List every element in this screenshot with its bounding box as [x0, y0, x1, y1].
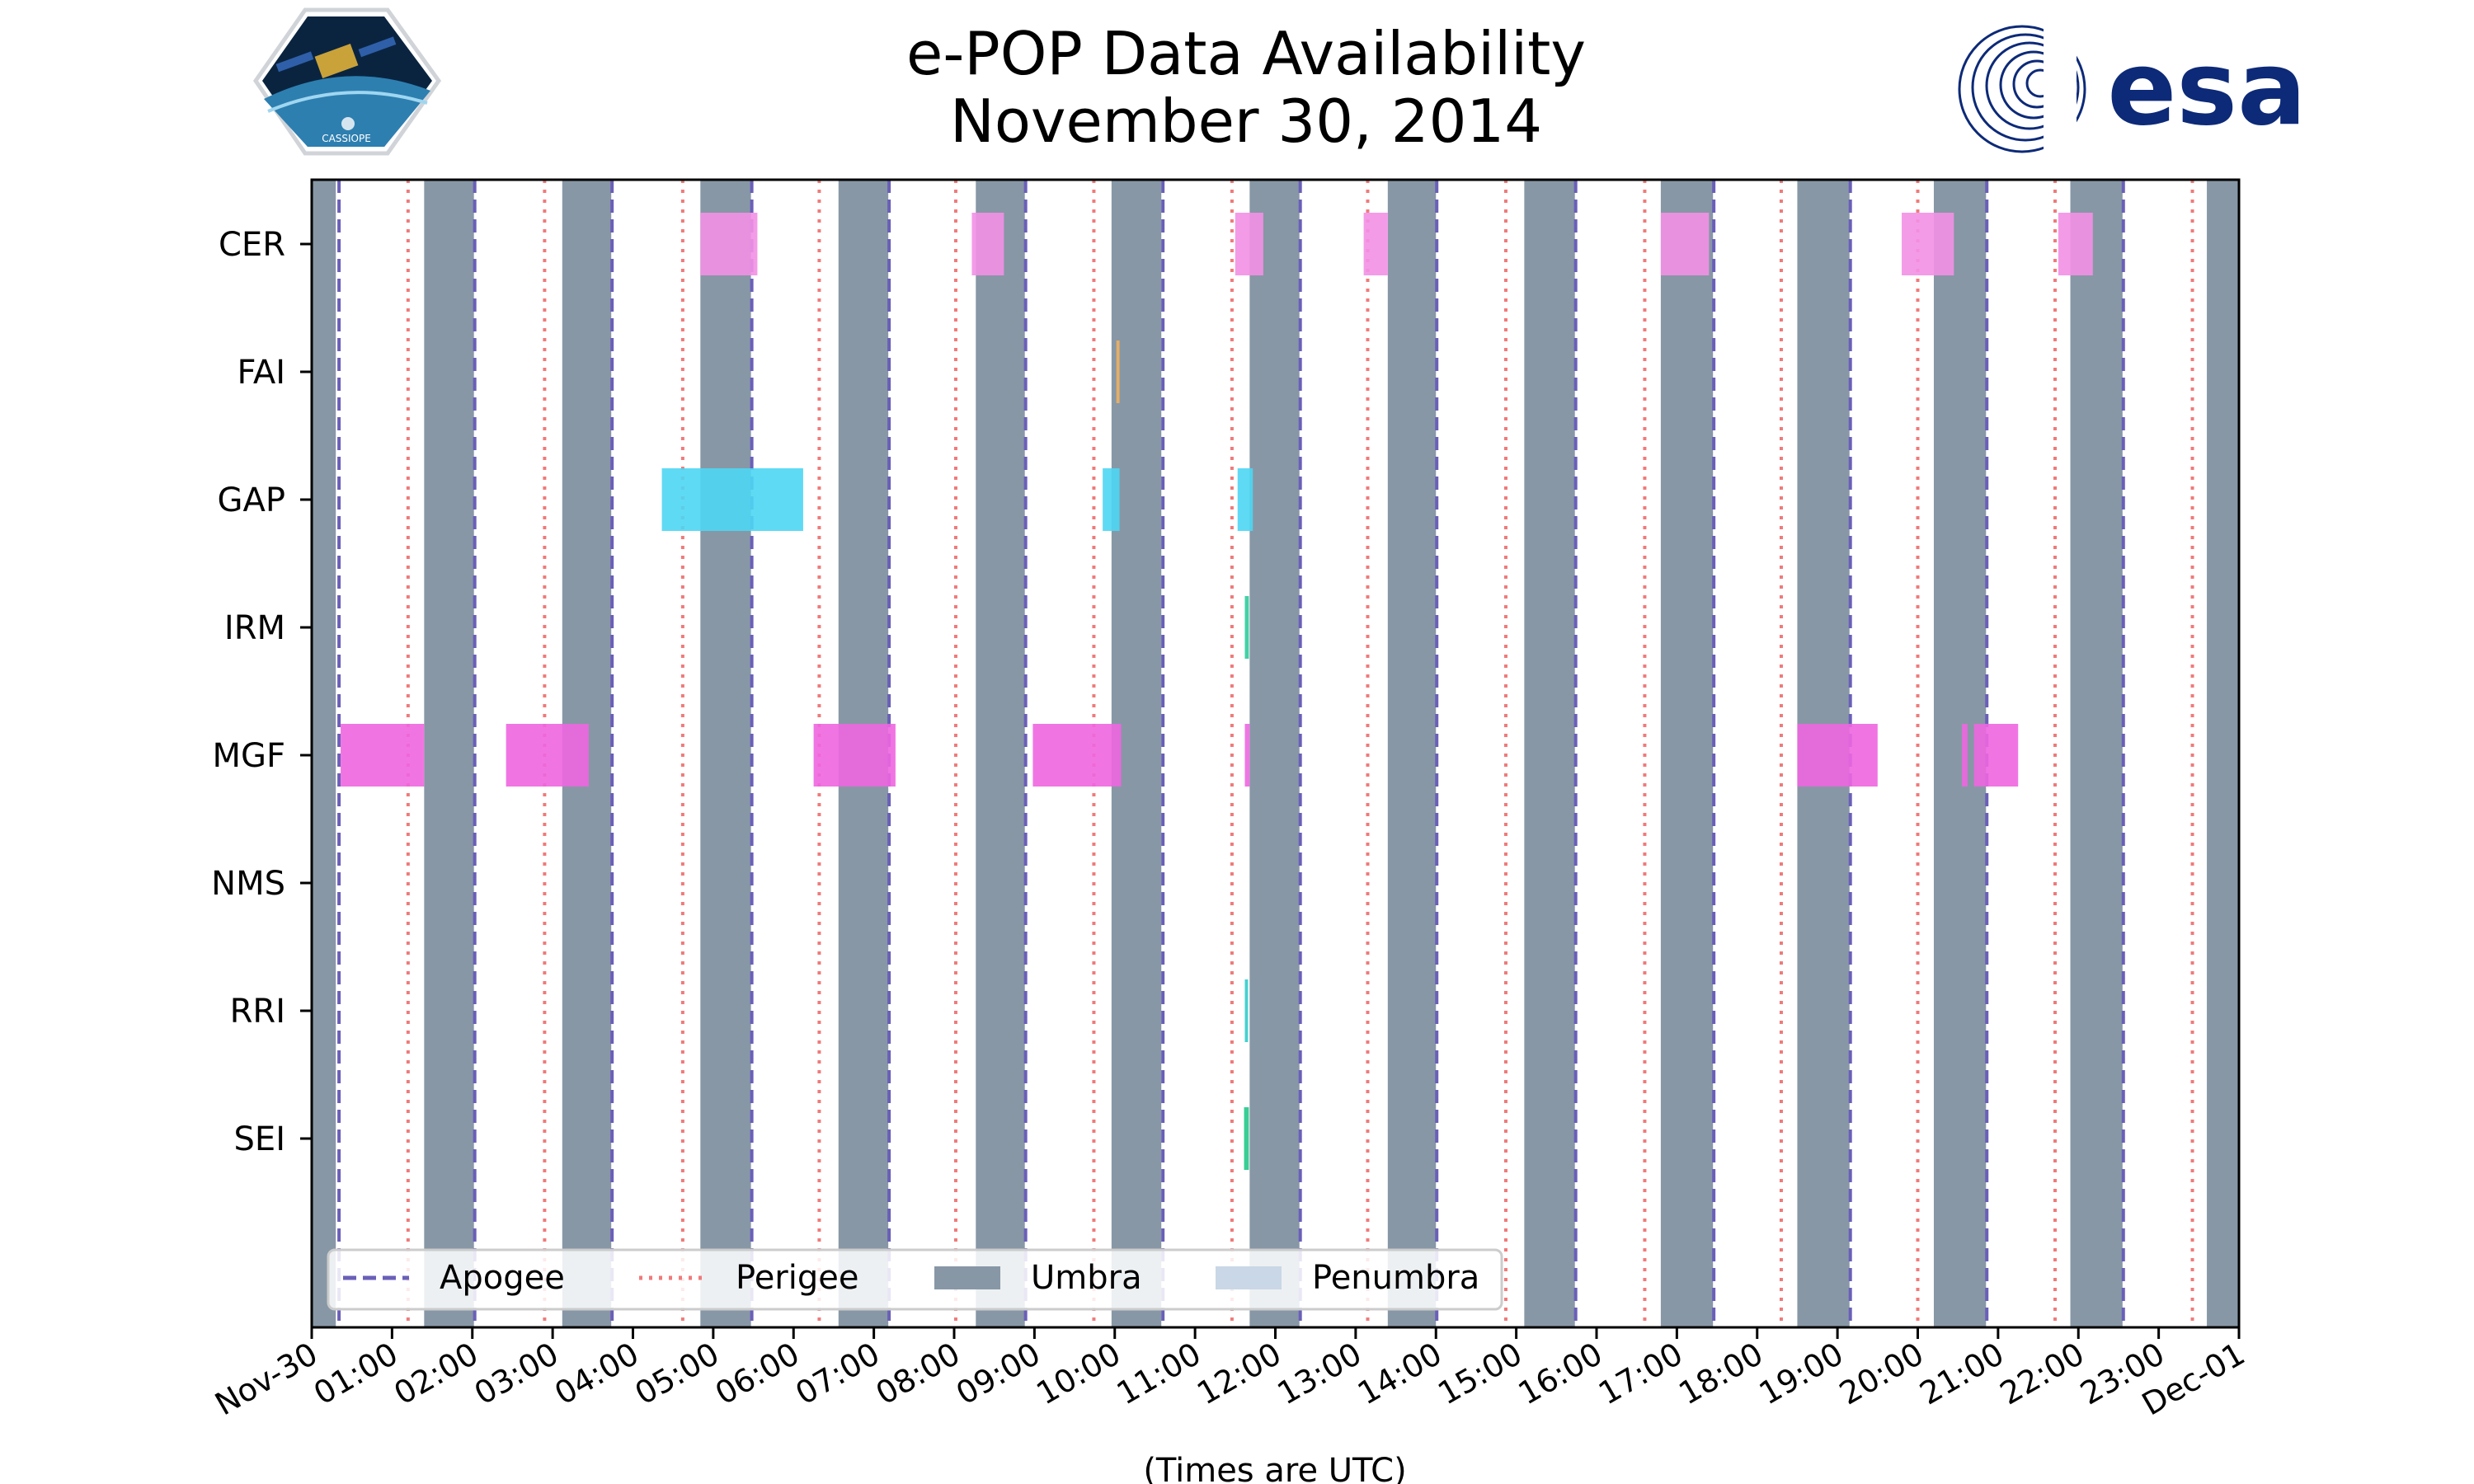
data-bar-mgf [813, 724, 896, 787]
y-tick-label: FAI [238, 354, 286, 392]
y-tick-label: MGF [212, 737, 285, 775]
umbra-band [1660, 180, 1714, 1327]
data-bar-mgf [1244, 724, 1250, 787]
data-bar-mgf [506, 724, 589, 787]
chart-title-line1: e-POP Data Availability [906, 19, 1586, 88]
x-axis: Nov-3001:0002:0003:0004:0005:0006:0007:0… [209, 1327, 2251, 1423]
umbra-band [1387, 180, 1437, 1327]
x-tick-label: Nov-30 [209, 1336, 323, 1423]
y-tick-label: IRM [224, 609, 285, 647]
x-tick-label: 03:00 [468, 1336, 565, 1412]
x-tick-label: 14:00 [1352, 1336, 1448, 1412]
legend-penumbra-swatch [1216, 1266, 1282, 1289]
x-tick-label: 10:00 [1030, 1336, 1126, 1412]
x-tick-label: 17:00 [1592, 1336, 1689, 1412]
umbra-band [976, 180, 1025, 1327]
perigee-layer [406, 180, 2194, 1327]
cassiope-mission-logo: CASSIOPE [252, 7, 442, 156]
cassiope-logo-label: CASSIOPE [322, 133, 371, 144]
legend-umbra-swatch [934, 1266, 1000, 1289]
umbra-band [2207, 180, 2239, 1327]
data-bar-sei [1244, 1107, 1249, 1170]
x-axis-label: (Times are UTC) [1143, 1452, 1406, 1484]
x-tick-label: 01:00 [308, 1336, 404, 1412]
x-tick-label: 16:00 [1512, 1336, 1609, 1412]
data-bar-mgf [1973, 724, 2019, 787]
data-bar-cer [971, 213, 1004, 275]
y-tick-label: GAP [218, 481, 285, 519]
data-bar-cer [1235, 213, 1263, 275]
data-bar-mgf [1962, 724, 1968, 787]
data-bar-mgf [1032, 724, 1122, 787]
y-tick-label: CER [219, 226, 285, 264]
x-tick-label: 04:00 [548, 1336, 645, 1412]
data-bar-gap [1103, 468, 1120, 531]
umbra-band [1249, 180, 1300, 1327]
legend-penumbra-label: Penumbra [1312, 1259, 1479, 1297]
data-bar-cer [1660, 213, 1710, 275]
x-tick-label: 18:00 [1672, 1336, 1769, 1412]
data-bar-gap [661, 468, 803, 531]
data-bar-cer [1902, 213, 1954, 275]
data-bars-layer [341, 213, 2093, 1170]
legend-perigee-label: Perigee [736, 1259, 858, 1297]
y-tick-label: NMS [211, 865, 285, 903]
data-bar-cer [1363, 213, 1388, 275]
umbra-band [2070, 180, 2123, 1327]
y-axis: CER FAI GAP IRM MGF NMS RRI SEI [211, 226, 312, 1158]
chart-title-line2: November 30, 2014 [950, 87, 1542, 156]
x-tick-label: 06:00 [709, 1336, 806, 1412]
x-tick-label: 22:00 [1994, 1336, 2091, 1412]
legend-box [327, 1248, 1503, 1311]
x-tick-label: 13:00 [1272, 1336, 1368, 1412]
data-bar-gap [1237, 468, 1253, 531]
data-bar-cer [2058, 213, 2093, 275]
x-tick-label: 12:00 [1191, 1336, 1287, 1412]
x-tick-label: 21:00 [1914, 1336, 2011, 1412]
esa-logo: esa [1958, 16, 2307, 157]
x-tick-label: 19:00 [1753, 1336, 1850, 1412]
x-tick-label: 11:00 [1111, 1336, 1207, 1412]
x-tick-label: 08:00 [870, 1336, 967, 1412]
legend-apogee-label: Apogee [440, 1259, 565, 1297]
esa-logo-text: esa [2107, 30, 2307, 148]
x-tick-label: 15:00 [1432, 1336, 1528, 1412]
legend: Apogee Perigee Umbra Penumbra [327, 1248, 1503, 1311]
umbra-layer [312, 180, 2239, 1327]
x-tick-label: 07:00 [789, 1336, 886, 1412]
esa-swirl-icon [1958, 25, 2086, 153]
umbra-band [700, 180, 751, 1327]
umbra-band [312, 180, 336, 1327]
x-tick-label: 05:00 [629, 1336, 726, 1412]
x-tick-label: 20:00 [1833, 1336, 1930, 1412]
y-tick-label: RRI [230, 993, 285, 1031]
data-bar-cer [700, 213, 758, 275]
plot-area: CER FAI GAP IRM MGF NMS RRI SEI Nov-3001:0002:0… [209, 178, 2251, 1423]
data-bar-mgf [341, 724, 425, 787]
data-bar-irm [1244, 596, 1249, 659]
legend-umbra-label: Umbra [1031, 1259, 1142, 1297]
y-tick-label: SEI [234, 1120, 285, 1158]
data-bar-rri [1244, 979, 1249, 1042]
data-bar-fai [1116, 340, 1120, 403]
x-tick-label: 02:00 [388, 1336, 484, 1412]
data-bar-mgf [1797, 724, 1878, 787]
x-tick-label: 09:00 [950, 1336, 1047, 1412]
umbra-band [424, 180, 474, 1327]
umbra-band [1524, 180, 1575, 1327]
